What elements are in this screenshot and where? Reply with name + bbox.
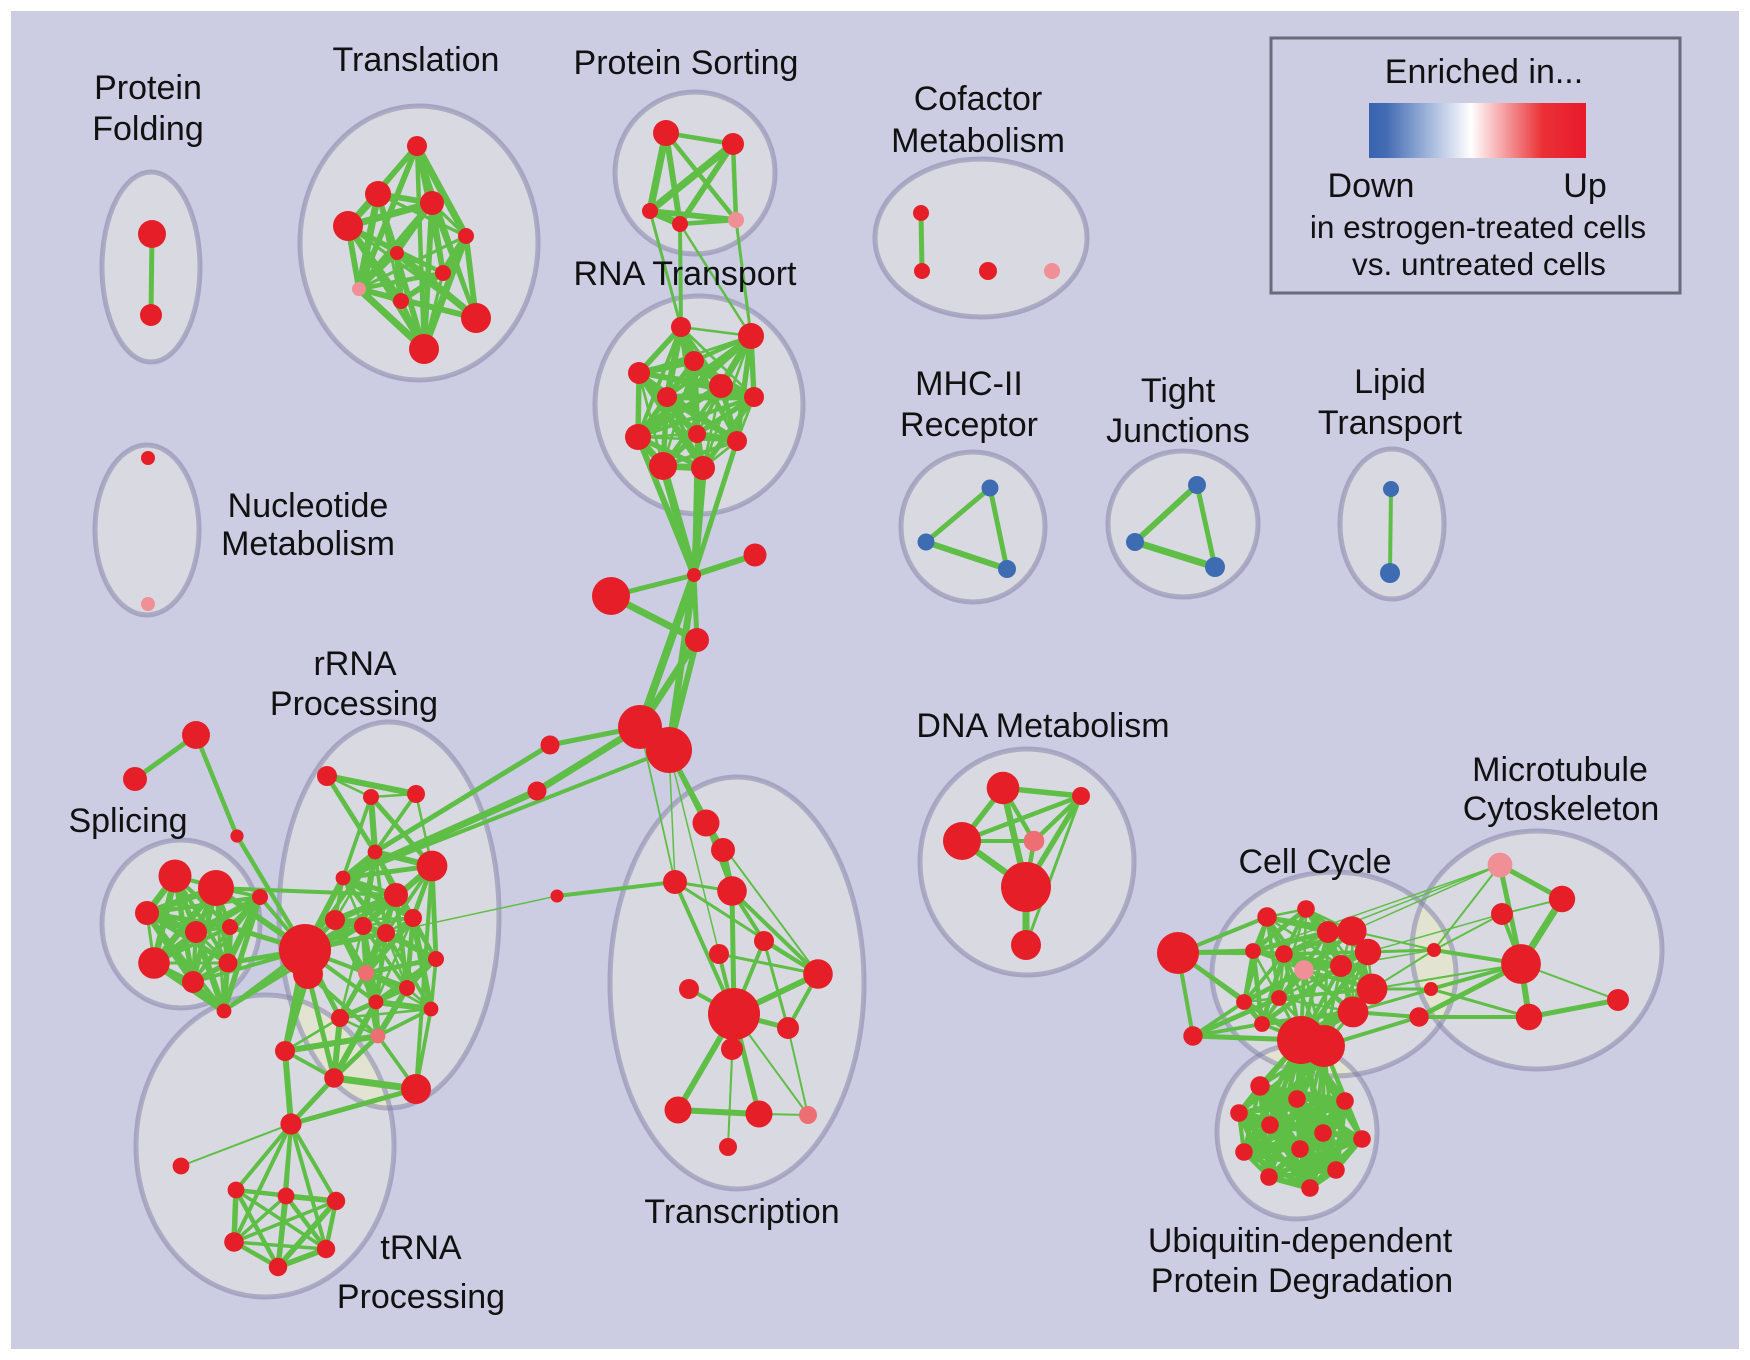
svg-text:Protein: Protein [94,69,202,107]
svg-text:Cell Cycle: Cell Cycle [1238,843,1391,881]
svg-text:Ubiquitin-dependent: Ubiquitin-dependent [1148,1222,1453,1260]
svg-text:Translation: Translation [333,41,500,79]
svg-text:MHC-II: MHC-II [915,365,1023,403]
svg-text:Tight: Tight [1141,372,1216,410]
svg-text:rRNA: rRNA [313,645,396,683]
svg-text:Up: Up [1563,167,1606,205]
svg-text:Junctions: Junctions [1106,412,1250,450]
svg-text:Folding: Folding [92,110,204,148]
svg-text:Processing: Processing [270,685,438,723]
svg-text:Transcription: Transcription [644,1193,839,1231]
svg-text:RNA Transport: RNA Transport [574,255,798,293]
svg-text:Receptor: Receptor [900,406,1038,444]
svg-text:Down: Down [1328,167,1415,205]
svg-text:in estrogen-treated cells: in estrogen-treated cells [1310,209,1646,245]
svg-text:Cofactor: Cofactor [914,80,1043,118]
svg-text:DNA Metabolism: DNA Metabolism [916,707,1169,745]
svg-text:Nucleotide: Nucleotide [228,487,389,525]
svg-text:Microtubule: Microtubule [1472,751,1648,789]
svg-text:Metabolism: Metabolism [891,122,1065,160]
svg-text:Cytoskeleton: Cytoskeleton [1463,790,1660,828]
svg-text:Lipid: Lipid [1354,363,1426,401]
svg-text:Processing: Processing [337,1278,505,1316]
svg-text:Metabolism: Metabolism [221,525,395,563]
svg-text:Splicing: Splicing [68,802,187,840]
svg-text:tRNA: tRNA [380,1229,462,1267]
svg-text:Protein Degradation: Protein Degradation [1151,1262,1453,1300]
svg-text:vs. untreated cells: vs. untreated cells [1352,246,1606,282]
svg-text:Enriched in...: Enriched in... [1385,53,1583,91]
svg-text:Transport: Transport [1318,404,1463,442]
svg-text:Protein Sorting: Protein Sorting [574,44,799,82]
